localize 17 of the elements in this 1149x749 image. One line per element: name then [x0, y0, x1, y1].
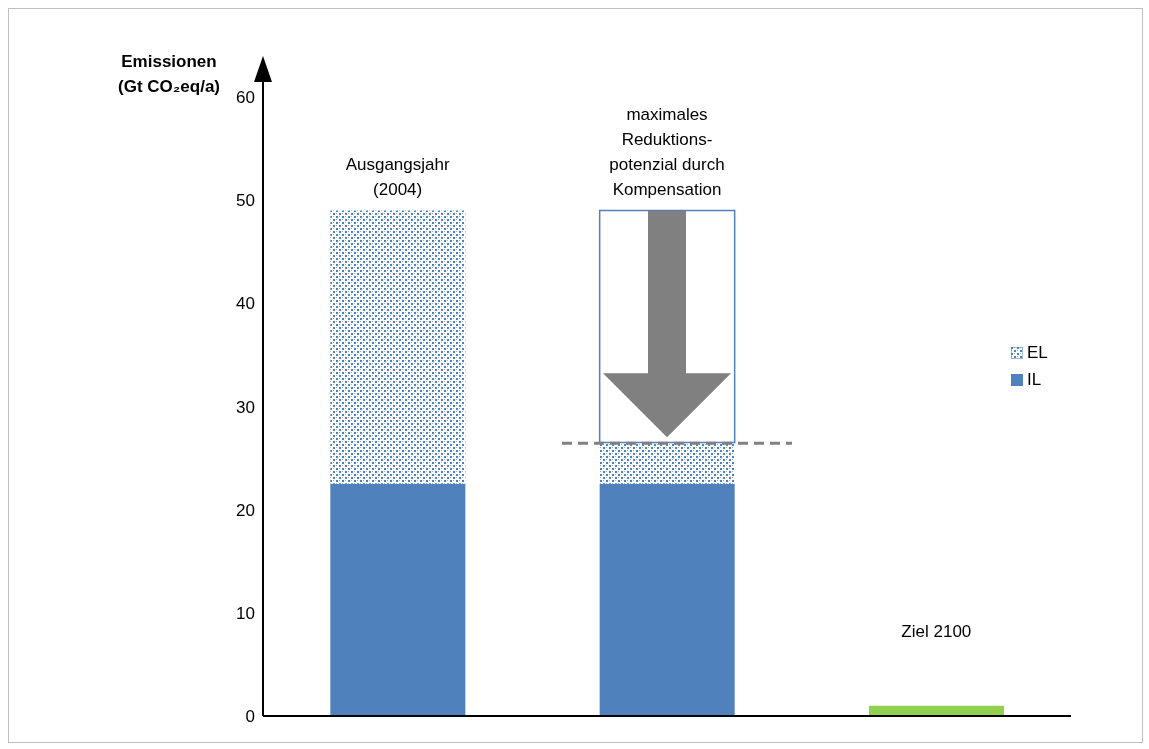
y-tick-label: 0 — [245, 707, 255, 727]
y-tick-label: 20 — [236, 500, 255, 520]
legend-label: IL — [1027, 369, 1042, 390]
y-axis-title: Emissionen (Gt CO₂eq/a) — [117, 51, 221, 98]
y-tick-label: 60 — [236, 87, 255, 107]
y-tick-label: 10 — [236, 603, 255, 623]
bar — [330, 483, 466, 716]
y-tick-label: 30 — [236, 397, 255, 417]
y-tick-label: 50 — [236, 191, 255, 211]
x-tick-label: maximales Reduktions- potenzial durch Kompensation — [609, 104, 725, 199]
y-tick-label: 40 — [236, 294, 255, 314]
x-tick-label: Ausgangsjahr (2004) — [345, 154, 450, 199]
bar — [330, 210, 466, 484]
bar — [599, 483, 735, 716]
bar — [599, 442, 735, 484]
x-tick-label: Ziel 2100 — [901, 622, 972, 641]
legend-label: EL — [1027, 342, 1048, 363]
